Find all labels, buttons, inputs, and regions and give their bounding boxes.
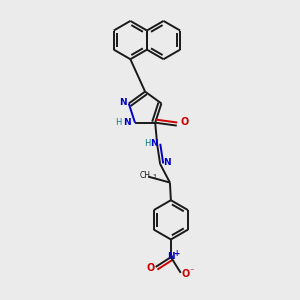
Text: N: N	[168, 252, 175, 261]
Text: N: N	[119, 98, 127, 107]
Text: O: O	[182, 269, 190, 279]
Text: H: H	[144, 139, 151, 148]
Text: O: O	[180, 117, 188, 127]
Text: 3: 3	[153, 174, 156, 179]
Text: CH: CH	[140, 171, 151, 180]
Text: N: N	[150, 139, 158, 148]
Text: O: O	[146, 263, 154, 273]
Text: H: H	[116, 118, 122, 127]
Text: N: N	[123, 118, 130, 127]
Text: ⁻: ⁻	[190, 266, 194, 275]
Text: +: +	[173, 248, 179, 257]
Text: N: N	[163, 158, 170, 167]
